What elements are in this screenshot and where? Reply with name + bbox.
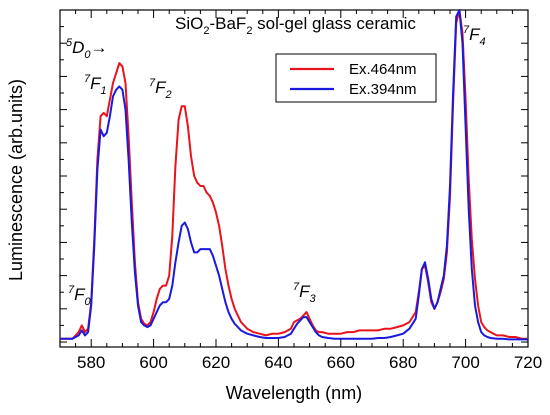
annotation-7f4: 7F4 xyxy=(463,24,486,48)
x-tick-label-640: 640 xyxy=(264,353,292,372)
title-part-1: SiO xyxy=(175,14,203,33)
annot-5d0-sub: 0 xyxy=(84,49,91,61)
legend-label-blue: Ex.394nm xyxy=(349,81,417,98)
annot-7f4-sub: 4 xyxy=(480,36,486,48)
annot-7f0-main: F xyxy=(74,285,86,304)
annotation-5d0: 5D0→ xyxy=(66,37,108,61)
x-axis-label: Wavelength (nm) xyxy=(226,383,362,403)
legend-label-red: Ex.464nm xyxy=(349,61,417,78)
annot-7f1-sup: 7 xyxy=(84,73,91,85)
annot-7f2-main: F xyxy=(155,78,167,97)
x-tick-label-720: 720 xyxy=(514,353,542,372)
series-layer xyxy=(60,9,528,341)
title-part-2: -BaF xyxy=(209,14,246,33)
annotation-7f1: 7F1 xyxy=(84,73,107,97)
annotation-7f0: 7F0 xyxy=(68,284,92,308)
annotation-7f2: 7F2 xyxy=(149,77,172,101)
annot-5d0-main: D xyxy=(72,38,84,57)
legend: Ex.464nm Ex.394nm xyxy=(275,53,437,103)
title-sub-2: 2 xyxy=(246,25,252,37)
legend-box xyxy=(275,53,437,103)
annot-7f1-sub: 1 xyxy=(101,85,107,97)
annot-7f2-sub: 2 xyxy=(165,89,172,101)
annot-7f1-main: F xyxy=(90,74,102,93)
annot-5d0-arrow: → xyxy=(91,38,108,57)
series-line-ex394 xyxy=(60,9,528,341)
annot-7f0-sup: 7 xyxy=(68,284,75,296)
annot-7f2-sup: 7 xyxy=(149,77,156,89)
tick-label-layer: 580 600 620 640 660 680 700 720 xyxy=(77,353,542,372)
annot-7f3-main: F xyxy=(299,282,311,301)
annot-7f4-main: F xyxy=(469,25,481,44)
annot-7f3-sup: 7 xyxy=(293,281,300,293)
annot-7f4-sup: 7 xyxy=(463,24,470,36)
y-axis-label: Luminescence (arb.units) xyxy=(6,79,26,281)
x-tick-label-620: 620 xyxy=(202,353,230,372)
annot-7f0-sub: 0 xyxy=(85,296,92,308)
x-tick-label-660: 660 xyxy=(327,353,355,372)
annotation-7f3: 7F3 xyxy=(293,281,317,305)
x-tick-label-680: 680 xyxy=(389,353,417,372)
title-part-3: sol-gel glass ceramic xyxy=(252,14,416,33)
annot-7f3-sub: 3 xyxy=(310,293,317,305)
tick-layer xyxy=(59,9,529,347)
x-tick-label-600: 600 xyxy=(139,353,167,372)
x-tick-label-700: 700 xyxy=(451,353,479,372)
x-tick-label-580: 580 xyxy=(77,353,105,372)
chart-title: SiO2-BaF2 sol-gel glass ceramic xyxy=(175,14,416,37)
annot-5d0-sup: 5 xyxy=(66,37,73,49)
title-sub-1: 2 xyxy=(203,25,209,37)
